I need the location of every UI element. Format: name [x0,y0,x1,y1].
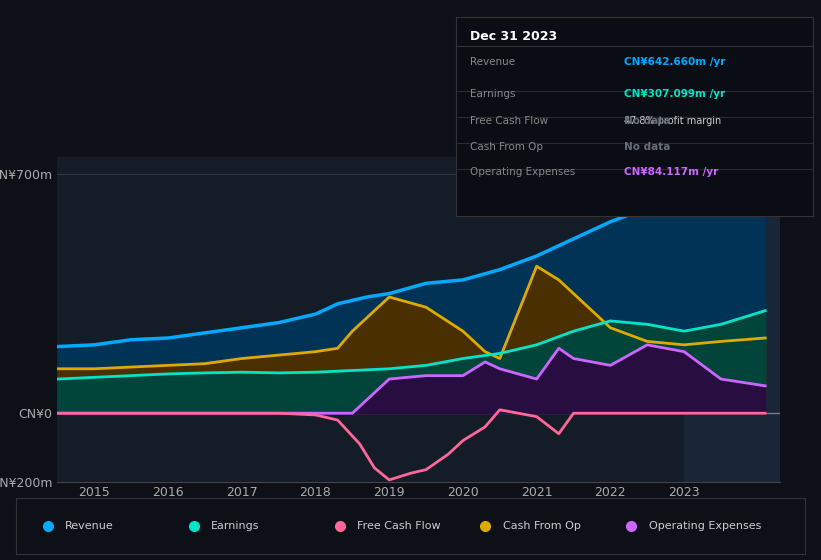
Text: Revenue: Revenue [470,57,515,67]
Text: Operating Expenses: Operating Expenses [649,521,761,531]
Text: Free Cash Flow: Free Cash Flow [470,116,548,126]
Text: Earnings: Earnings [470,90,516,99]
Text: Revenue: Revenue [66,521,114,531]
Text: Dec 31 2023: Dec 31 2023 [470,30,557,43]
Text: No data: No data [623,116,670,126]
Text: CN¥307.099m /yr: CN¥307.099m /yr [623,90,725,99]
Bar [684,157,780,482]
Text: Cash From Op: Cash From Op [502,521,580,531]
Text: CN¥642.660m /yr: CN¥642.660m /yr [623,57,725,67]
Text: Free Cash Flow: Free Cash Flow [357,521,441,531]
Text: Cash From Op: Cash From Op [470,142,543,152]
Text: No data: No data [623,142,670,152]
Text: 47.8% profit margin: 47.8% profit margin [623,116,721,126]
Text: Earnings: Earnings [211,521,259,531]
Text: CN¥84.117m /yr: CN¥84.117m /yr [623,167,718,177]
Text: Operating Expenses: Operating Expenses [470,167,576,177]
